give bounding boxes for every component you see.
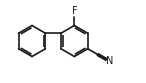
Text: N: N	[106, 56, 113, 66]
Text: F: F	[72, 6, 77, 16]
